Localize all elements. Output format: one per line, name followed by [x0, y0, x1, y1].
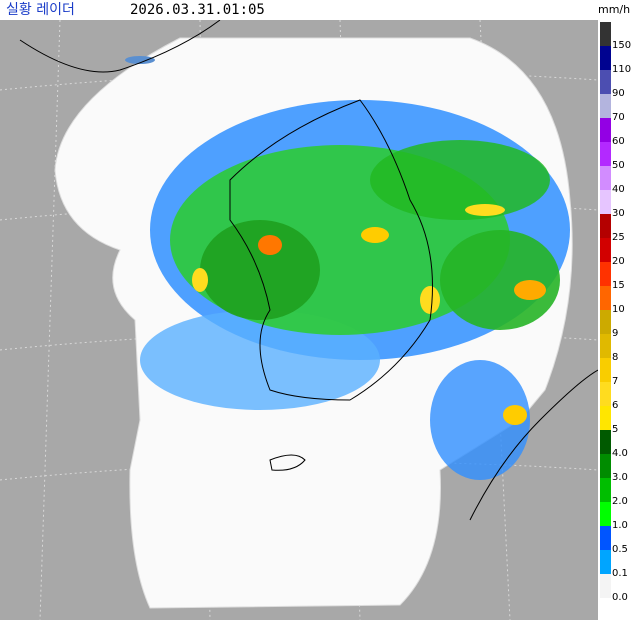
- legend-label: 1.0: [612, 520, 628, 531]
- legend-swatch: [600, 334, 611, 358]
- legend-label: 150: [612, 40, 631, 51]
- legend-swatch: [600, 286, 611, 310]
- legend-label: 10: [612, 304, 625, 315]
- legend-label: 30: [612, 208, 625, 219]
- legend-swatch: [600, 454, 611, 478]
- legend-label: 50: [612, 160, 625, 171]
- legend-swatch: [600, 238, 611, 262]
- legend-swatch: [600, 262, 611, 286]
- legend-label: 7: [612, 376, 618, 387]
- radar-map: [0, 20, 598, 620]
- legend-swatch: [600, 430, 611, 454]
- legend-swatch: [600, 190, 611, 214]
- legend-swatch: [600, 166, 611, 190]
- legend-label: 110: [612, 64, 631, 75]
- legend-swatch: [600, 478, 611, 502]
- legend-label: 5: [612, 424, 618, 435]
- legend-label: 4.0: [612, 448, 628, 459]
- legend-swatch: [600, 502, 611, 526]
- legend-label: 8: [612, 352, 618, 363]
- legend-label: 9: [612, 328, 618, 339]
- legend-label: 90: [612, 88, 625, 99]
- legend-label: 60: [612, 136, 625, 147]
- legend-label: 0.5: [612, 544, 628, 555]
- legend-label: 0.0: [612, 592, 628, 603]
- legend-swatch: [600, 118, 611, 142]
- title: 실황 레이더: [6, 2, 75, 18]
- legend-label: 15: [612, 280, 625, 291]
- legend-label: 0.1: [612, 568, 628, 579]
- legend-swatch: [600, 358, 611, 382]
- coastlines: [19, 20, 598, 521]
- legend-label: 40: [612, 184, 625, 195]
- legend-swatch: [600, 574, 611, 598]
- legend-label: 70: [612, 112, 625, 123]
- echoes: [125, 56, 570, 480]
- legend-label: 2.0: [612, 496, 628, 507]
- legend-swatch: [600, 550, 611, 574]
- legend-swatch: [600, 214, 611, 238]
- unit: mm/h: [598, 3, 631, 16]
- legend-swatch: [600, 382, 611, 406]
- legend-swatch: [600, 70, 611, 94]
- legend-swatch: [600, 22, 611, 46]
- legend-swatch: [600, 46, 611, 70]
- legend-swatch: [600, 142, 611, 166]
- legend-label: 20: [612, 256, 625, 267]
- legend: 150 110 90 70 60 50 40 30 25 20 15 10 9 8 7 6 5 4.0 3.0 2.0…: [600, 22, 631, 603]
- legend-label: 6: [612, 400, 618, 411]
- timestamp: 2026.03.31.01:05: [130, 2, 265, 18]
- legend-swatch: [600, 406, 611, 430]
- legend-swatch: [600, 526, 611, 550]
- legend-swatch: [600, 94, 611, 118]
- legend-swatch: [600, 310, 611, 334]
- legend-label: 25: [612, 232, 625, 243]
- legend-label: 3.0: [612, 472, 628, 483]
